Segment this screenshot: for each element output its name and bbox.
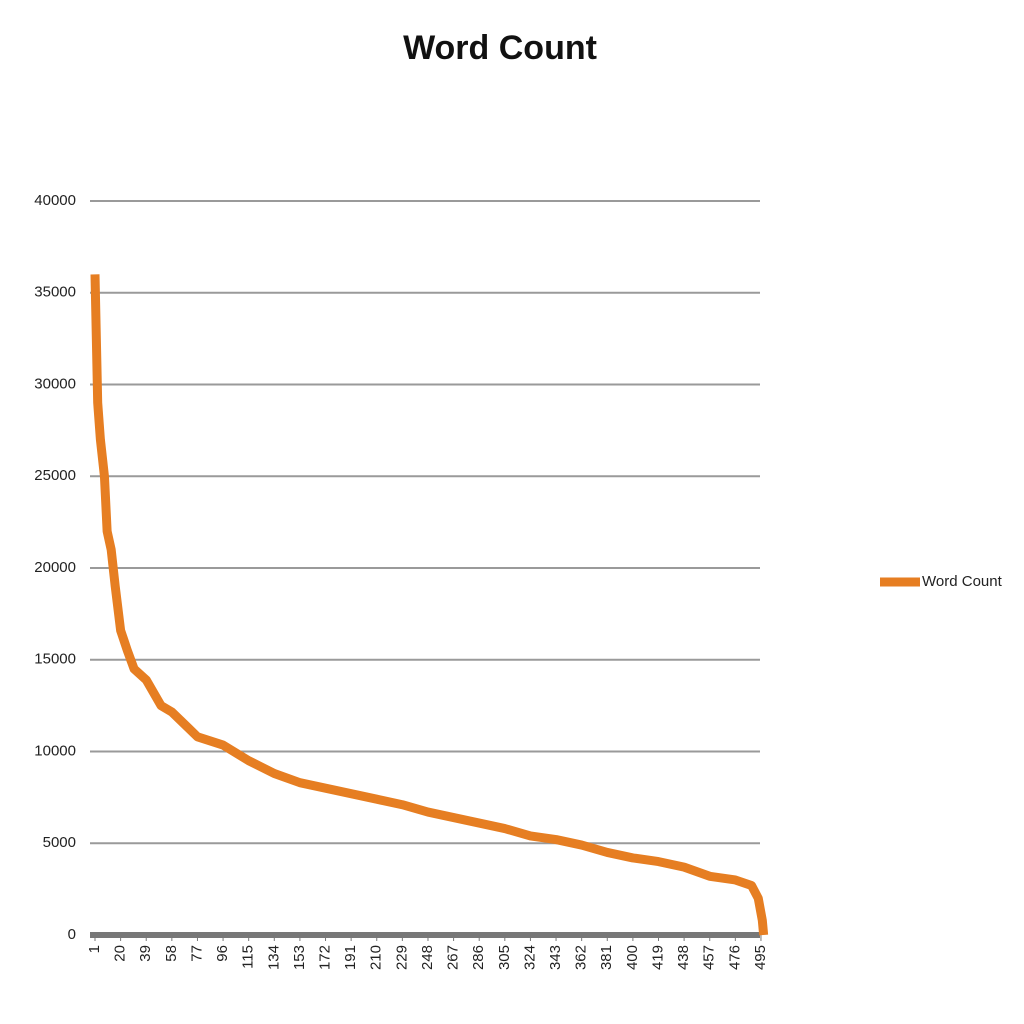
x-tick-label: 267	[445, 945, 462, 970]
y-tick-label: 0	[68, 926, 76, 943]
x-tick-label: 419	[649, 945, 666, 970]
x-tick-label: 153	[291, 945, 308, 970]
x-tick-label: 362	[573, 945, 590, 970]
x-tick-label: 248	[419, 945, 436, 970]
x-tick-label: 172	[316, 945, 333, 970]
x-tick-label: 20	[112, 945, 129, 962]
x-tick-label: 305	[496, 945, 513, 970]
x-tick-label: 286	[470, 945, 487, 970]
x-tick-label: 39	[137, 945, 154, 962]
x-tick-label: 438	[675, 945, 692, 970]
x-tick-label: 381	[598, 945, 615, 970]
x-tick-label: 324	[521, 945, 538, 970]
chart-title: Word Count	[403, 29, 597, 67]
x-tick-label: 457	[701, 945, 718, 970]
y-tick-label: 10000	[34, 742, 76, 759]
y-tick-label: 30000	[34, 375, 76, 392]
x-tick-label: 58	[163, 945, 180, 962]
x-tick-label: 495	[752, 945, 769, 970]
x-tick-label: 476	[726, 945, 743, 970]
x-tick-label: 210	[368, 945, 385, 970]
y-tick-label: 35000	[34, 284, 76, 301]
y-tick-label: 40000	[34, 192, 76, 209]
x-tick-label: 343	[547, 945, 564, 970]
x-tick-label: 115	[240, 945, 257, 969]
x-tick-label: 77	[188, 945, 205, 962]
legend-label: Word Count	[922, 573, 1003, 590]
x-tick-label: 400	[624, 945, 641, 970]
y-tick-label: 15000	[34, 651, 76, 668]
x-tick-label: 134	[265, 945, 282, 970]
x-tick-label: 1	[86, 945, 103, 953]
x-tick-label: 96	[214, 945, 231, 962]
y-tick-label: 25000	[34, 467, 76, 484]
x-tick-label: 191	[342, 945, 359, 970]
y-tick-label: 20000	[34, 559, 76, 576]
x-tick-label: 229	[393, 945, 410, 970]
y-tick-label: 5000	[43, 834, 76, 851]
data-line	[90, 274, 769, 936]
